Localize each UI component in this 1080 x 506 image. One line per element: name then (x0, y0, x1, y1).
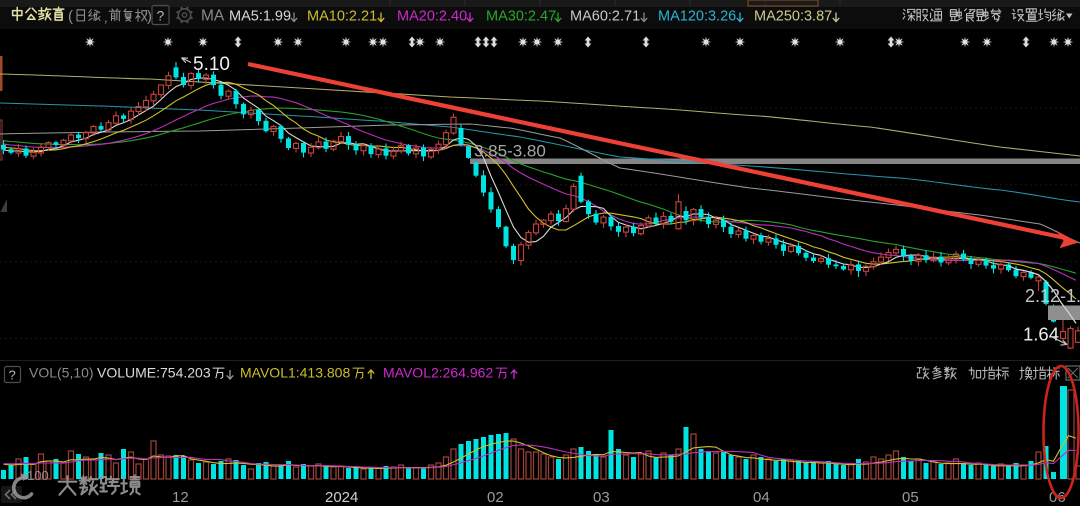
svg-text:100: 100 (27, 468, 49, 483)
svg-text:MA120:3.26: MA120:3.26 (658, 9, 736, 25)
svg-text:MA: MA (201, 8, 225, 25)
svg-text:MA20:2.40: MA20:2.40 (397, 9, 467, 25)
svg-text:MA60:2.71: MA60:2.71 (570, 9, 640, 25)
svg-text:03: 03 (593, 489, 610, 506)
svg-text:): ) (147, 8, 152, 25)
svg-text:MA30:2.47: MA30:2.47 (486, 9, 556, 25)
svg-text:VOLUME:754.203: VOLUME:754.203 (97, 365, 211, 381)
svg-text:2.12-1.93: 2.12-1.93 (1025, 286, 1080, 306)
svg-text:MA250:3.87: MA250:3.87 (754, 9, 832, 25)
svg-text:1.64: 1.64 (1023, 324, 1059, 345)
svg-text:12: 12 (172, 489, 189, 506)
svg-text:?: ? (157, 8, 165, 24)
svg-text:MA10:2.21: MA10:2.21 (307, 9, 377, 25)
svg-text:5.10: 5.10 (193, 54, 230, 75)
svg-text:(: ( (68, 8, 73, 25)
svg-text:MAVOL2:264.962: MAVOL2:264.962 (383, 365, 493, 381)
svg-text:MAVOL1:413.808: MAVOL1:413.808 (240, 365, 350, 381)
svg-text:02: 02 (487, 489, 504, 506)
svg-text:VOL(5,10): VOL(5,10) (29, 365, 94, 381)
svg-text:05: 05 (902, 489, 919, 506)
svg-text:3.85-3.80: 3.85-3.80 (474, 142, 546, 161)
svg-text:,: , (104, 10, 108, 25)
svg-text:2024: 2024 (325, 489, 358, 506)
svg-text:04: 04 (753, 489, 770, 506)
svg-text:?: ? (9, 368, 16, 383)
svg-text:MA5:1.99: MA5:1.99 (229, 9, 291, 25)
